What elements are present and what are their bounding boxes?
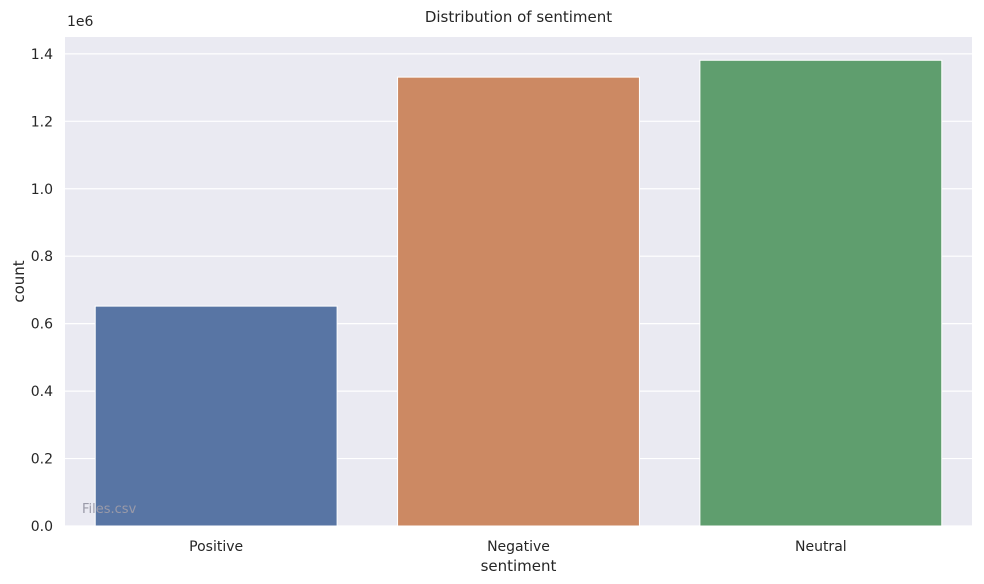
bar-positive	[94, 305, 338, 527]
y-tick-label: 0.6	[31, 317, 53, 333]
y-tick-label: 0.0	[31, 519, 53, 535]
watermark-text: Files.csv	[82, 502, 137, 517]
chart-title: Distribution of sentiment	[425, 8, 612, 26]
y-tick-label: 1.2	[31, 114, 53, 130]
bar-negative	[397, 76, 640, 527]
x-tick-label: Negative	[487, 539, 550, 555]
y-tick-label: 0.2	[31, 452, 53, 468]
y-axis-offset-label: 1e6	[67, 14, 94, 30]
y-tick-label: 1.0	[31, 182, 53, 198]
x-axis-label: sentiment	[481, 557, 557, 575]
bars	[94, 59, 943, 527]
x-tick-label: Neutral	[795, 539, 847, 555]
y-tick-label: 1.4	[31, 47, 53, 63]
x-tick-label: Positive	[189, 539, 243, 555]
y-axis-label: count	[10, 260, 28, 302]
bar-neutral	[699, 59, 943, 527]
y-tick-label: 0.4	[31, 384, 53, 400]
x-axis-ticks: Positive Negative Neutral	[189, 539, 847, 555]
y-axis-ticks: 0.0 0.2 0.4 0.6 0.8 1.0 1.2 1.4	[31, 47, 53, 535]
y-tick-label: 0.8	[31, 249, 53, 265]
